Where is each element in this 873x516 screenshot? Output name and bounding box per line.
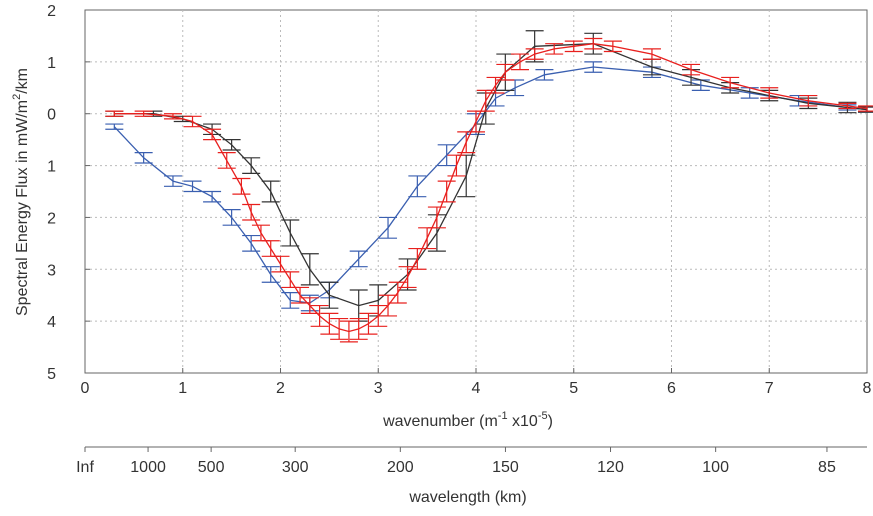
series-2	[105, 37, 873, 343]
y-axis: 2 1 0 1 2 3 4 5	[47, 3, 90, 383]
plot-area	[105, 30, 873, 343]
series-line	[113, 66, 868, 304]
x-tick-label: 6	[667, 380, 676, 397]
y-tick-label: 3	[47, 262, 56, 279]
x-axis: 0 1 2 3 4 5 6 7 8	[81, 368, 872, 397]
x-tick-label: 8	[863, 380, 872, 397]
secondary-tick-label: 120	[597, 459, 624, 476]
y-tick-label: 1	[47, 159, 56, 176]
series-line	[114, 43, 868, 307]
y-axis-label: Spectral Energy Flux in mW/m2/km	[11, 68, 31, 316]
y-tick-label: 2	[47, 3, 56, 20]
secondary-axis-label: wavelength (km)	[408, 489, 526, 506]
secondary-tick-label: 1000	[130, 459, 166, 476]
x-tick-label: 3	[374, 380, 383, 397]
y-tick-label: 5	[47, 366, 56, 383]
y-tick-label: 2	[47, 210, 56, 227]
secondary-tick-label: 500	[198, 459, 225, 476]
y-tick-label: 1	[47, 55, 56, 72]
x-tick-label: 0	[81, 380, 90, 397]
x-tick-label: 1	[178, 380, 187, 397]
x-tick-label: 7	[765, 380, 774, 397]
secondary-tick-label: Inf	[76, 459, 94, 476]
secondary-wavelength-axis: Inf 1000 500 300 200 150 120 100 85	[76, 446, 867, 476]
x-axis-label: wavenumber (m-1 x10-5)	[382, 410, 553, 430]
secondary-tick-label: 85	[818, 459, 836, 476]
x-tick-label: 4	[472, 380, 481, 397]
secondary-tick-label: 150	[492, 459, 519, 476]
secondary-tick-label: 300	[282, 459, 309, 476]
y-tick-label: 0	[47, 107, 56, 124]
x-tick-label: 2	[276, 380, 285, 397]
secondary-tick-label: 200	[387, 459, 414, 476]
x-tick-label: 5	[569, 380, 578, 397]
y-tick-label: 4	[47, 314, 56, 331]
grid	[85, 10, 867, 373]
secondary-tick-label: 100	[702, 459, 729, 476]
